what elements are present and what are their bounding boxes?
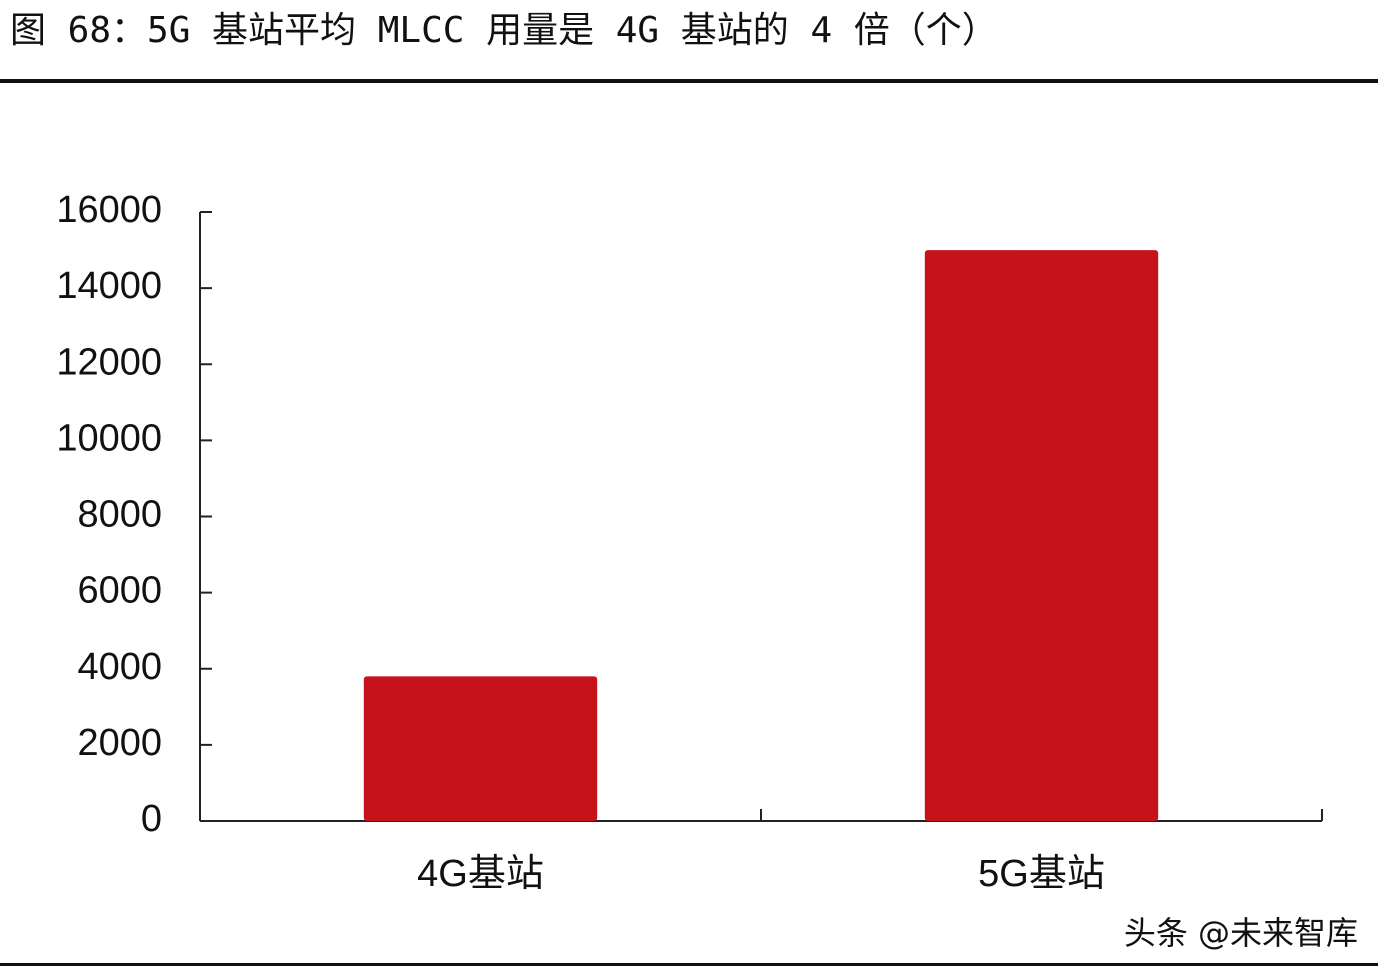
y-tick-label: 2000 — [77, 722, 162, 764]
bar — [924, 250, 1159, 821]
y-tick-label: 10000 — [56, 417, 162, 459]
chart-title: 图 68：5G 基站平均 MLCC 用量是 4G 基站的 4 倍（个） — [10, 10, 998, 51]
title-rule — [0, 79, 1378, 83]
x-tick-label: 5G基站 — [978, 853, 1105, 895]
y-tick-label: 16000 — [56, 189, 162, 231]
x-tick-label: 4G基站 — [417, 853, 544, 895]
y-tick-label: 6000 — [77, 570, 162, 612]
y-tick-label: 0 — [141, 798, 162, 840]
bottom-rule — [0, 963, 1378, 966]
y-tick-label: 12000 — [56, 341, 162, 383]
y-tick-label: 4000 — [77, 646, 162, 688]
y-tick-label: 8000 — [77, 494, 162, 536]
bar — [363, 676, 598, 821]
watermark: 头条 @未来智库 — [1124, 914, 1358, 952]
y-tick-label: 14000 — [56, 265, 162, 307]
